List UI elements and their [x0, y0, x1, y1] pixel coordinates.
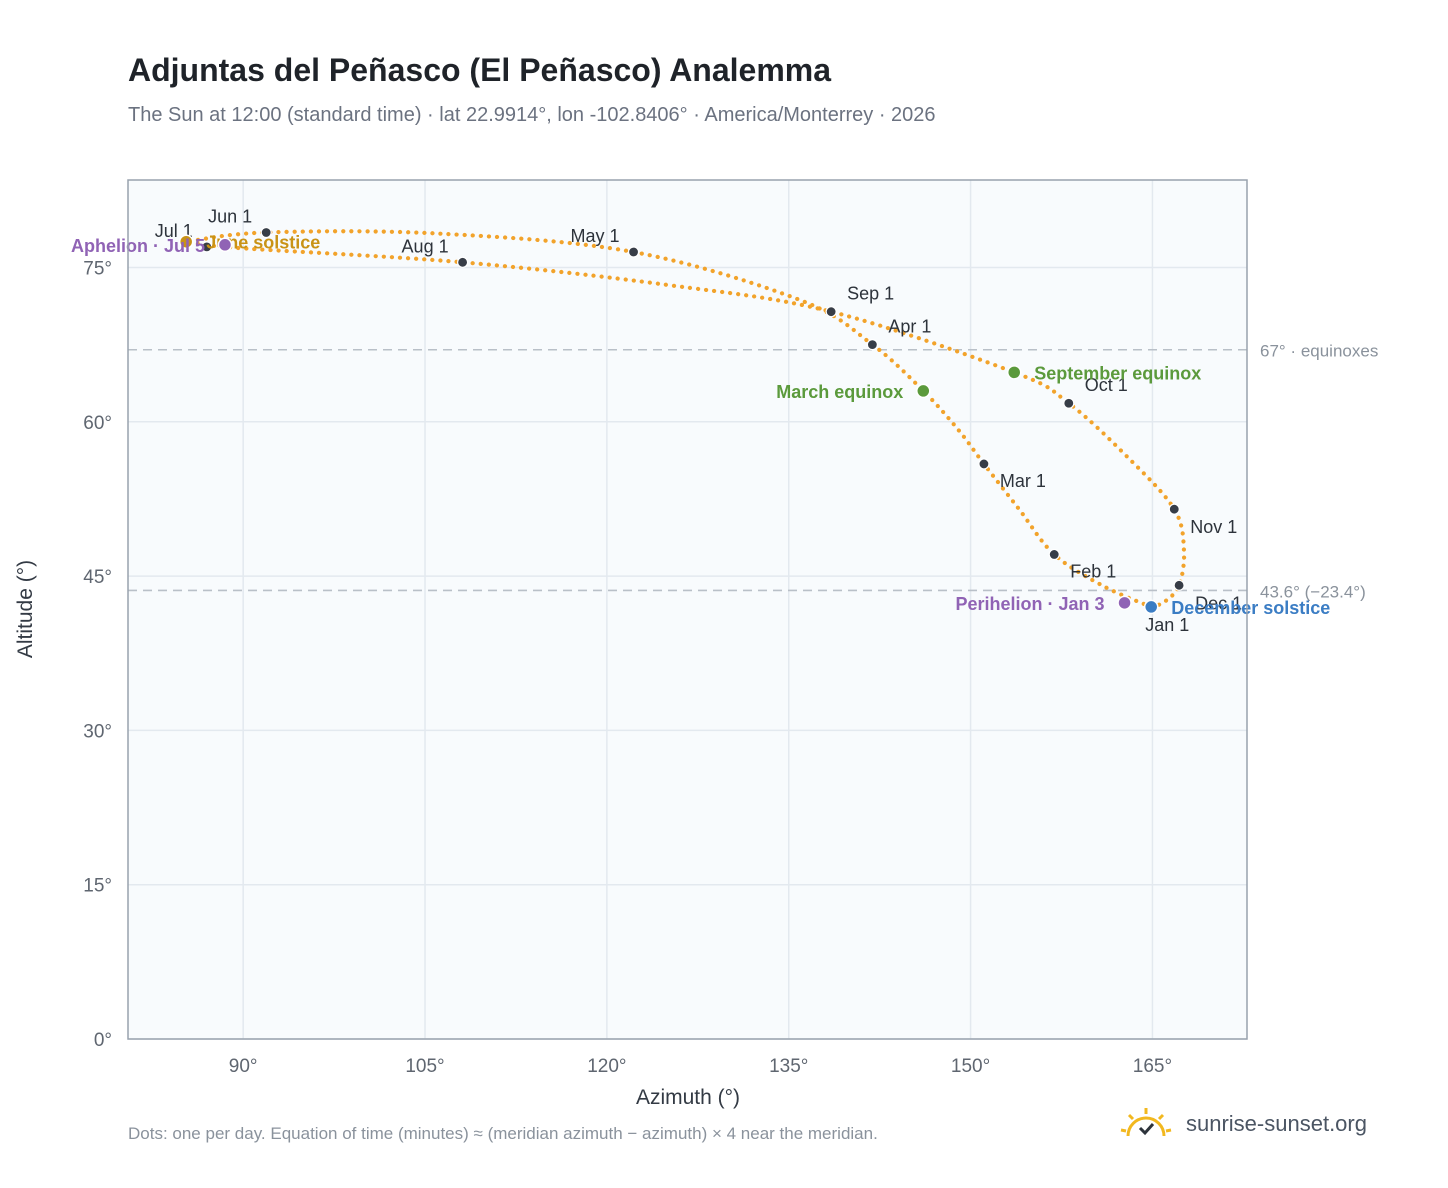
- month-label: May 1: [571, 226, 620, 246]
- chart-subtitle: The Sun at 12:00 (standard time) · lat 2…: [128, 104, 936, 126]
- y-tick-label: 0°: [94, 1030, 112, 1051]
- month-label: Jan 1: [1145, 615, 1189, 635]
- event-label: June solstice: [206, 233, 320, 253]
- y-tick-label: 30°: [83, 721, 112, 742]
- reference-line-label: 67° · equinoxes: [1260, 342, 1378, 361]
- y-tick-label: 45°: [83, 567, 112, 588]
- y-tick-label: 75°: [83, 258, 112, 279]
- month-marker: [627, 246, 640, 258]
- event-markers: June solstice December solstice March equi…: [71, 233, 1330, 618]
- y-tick-label: 60°: [83, 413, 112, 434]
- event-label: Perihelion · Jan 3: [956, 594, 1105, 614]
- month-label: Dec 1: [1195, 593, 1242, 613]
- month-marker: [978, 458, 990, 470]
- x-axis-title: Azimuth (°): [636, 1086, 740, 1109]
- event-label: March equinox: [776, 382, 903, 402]
- month-marker: [1168, 503, 1180, 515]
- brand-name: sunrise-sunset.org: [1186, 1111, 1367, 1136]
- sun-check-icon: [1120, 1108, 1172, 1137]
- month-marker: [260, 226, 272, 239]
- plot-background: [128, 180, 1247, 1039]
- month-marker: [1063, 397, 1075, 409]
- event-marker: [916, 383, 931, 399]
- event-label: Aphelion · Jul 5: [71, 236, 205, 256]
- x-tick-label: 165°: [1133, 1056, 1172, 1077]
- month-marker: [201, 241, 213, 253]
- month-marker: [1048, 548, 1060, 561]
- month-label: Aug 1: [402, 236, 449, 256]
- event-marker: [178, 234, 194, 249]
- month-label: Apr 1: [888, 317, 931, 337]
- y-tick-label: 15°: [83, 876, 112, 897]
- month-marker: [1173, 579, 1185, 591]
- plot-frame: [127, 179, 1248, 1040]
- month-label: Feb 1: [1070, 561, 1116, 581]
- month-label: Nov 1: [1190, 517, 1237, 537]
- brand[interactable]: sunrise-sunset.org: [1120, 1104, 1367, 1144]
- x-tick-label: 135°: [769, 1056, 808, 1077]
- event-marker: [1117, 595, 1132, 611]
- month-label: Jun 1: [208, 206, 252, 226]
- chart-title: Adjuntas del Peñasco (El Peñasco) Analem…: [128, 52, 832, 88]
- month-marker: [825, 306, 837, 318]
- month-label: Oct 1: [1085, 375, 1128, 395]
- event-marker: [1006, 365, 1022, 380]
- event-label: September equinox: [1034, 363, 1201, 383]
- x-tick-label: 90°: [229, 1056, 258, 1077]
- event-marker: [1143, 599, 1159, 615]
- y-axis-title: Altitude (°): [14, 560, 37, 658]
- reference-line-label: 43.6° (−23.4°): [1260, 582, 1366, 601]
- event-marker: [217, 237, 233, 253]
- x-tick-label: 105°: [405, 1056, 444, 1077]
- month-marker: [866, 338, 878, 351]
- month-label: Sep 1: [847, 284, 894, 304]
- x-tick-label: 120°: [587, 1056, 626, 1077]
- event-label: December solstice: [1171, 598, 1330, 618]
- month-label: Mar 1: [1000, 471, 1046, 491]
- footnote: Dots: one per day. Equation of time (min…: [128, 1124, 878, 1143]
- axis-ticks: 90° 105° 120° 135° 150° 165° 0° 15° 30° 45° 60° 75°: [83, 258, 1172, 1077]
- reference-lines: 67° · equinoxes 43.6° (−23.4°): [128, 342, 1378, 601]
- month-marker: [457, 256, 469, 268]
- x-tick-label: 150°: [951, 1056, 990, 1077]
